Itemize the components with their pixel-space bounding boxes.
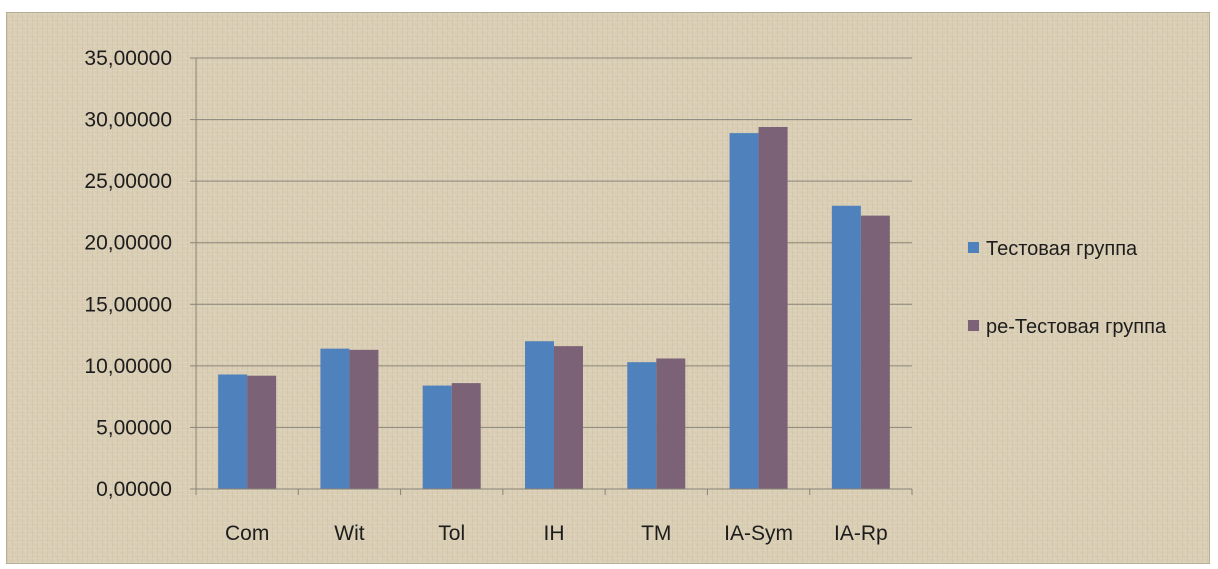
bar-IA-Sym-series-2	[758, 126, 788, 490]
bars	[218, 126, 890, 490]
legend-label: Тестовая группа	[986, 238, 1138, 260]
x-tick-label: IA-Sym	[724, 522, 793, 545]
axes	[190, 57, 913, 495]
tick-labels: 0,00000 5,00000 10,00000 15,00000 20,00000 25…	[84, 47, 887, 545]
y-tick-label: 25,00000	[84, 170, 172, 193]
gridlines	[196, 57, 912, 428]
bar-Wit-series-1	[320, 348, 350, 489]
bar-IA-Rp-series-1	[831, 205, 861, 489]
legend-swatch	[968, 320, 979, 331]
bar-Tol-series-2	[451, 383, 481, 489]
y-tick-label: 10,00000	[84, 355, 172, 378]
y-tick-label: 5,00000	[96, 416, 172, 439]
bar-TM-series-1	[627, 362, 657, 489]
x-tick-label: TM	[641, 522, 671, 545]
y-tick-label: 0,00000	[96, 478, 172, 501]
bar-Tol-series-1	[422, 385, 452, 489]
x-tick-label: IA-Rp	[834, 522, 888, 545]
y-tick-label: 30,00000	[84, 109, 172, 132]
bar-Com-series-2	[247, 375, 277, 489]
y-tick-label: 35,00000	[84, 47, 172, 70]
y-tick-label: 20,00000	[84, 232, 172, 255]
bar-Com-series-1	[218, 374, 248, 489]
x-tick-label: Tol	[438, 522, 465, 545]
legend: Тестовая группа ре-Тестовая группа	[968, 238, 1167, 338]
bar-IA-Rp-series-2	[860, 215, 890, 489]
bar-TM-series-2	[656, 358, 686, 489]
legend-label: ре-Тестовая группа	[986, 316, 1167, 338]
bar-Wit-series-2	[349, 349, 379, 489]
bar-IH-series-1	[525, 341, 554, 489]
x-tick-label: Wit	[334, 522, 364, 545]
bar-IA-Sym-series-1	[729, 133, 759, 490]
chart-area	[6, 12, 1210, 564]
y-tick-label: 15,00000	[84, 293, 172, 316]
x-tick-label: Com	[225, 522, 269, 545]
x-tick-label: IH	[544, 522, 565, 545]
bar-IH-series-2	[554, 346, 583, 489]
legend-swatch	[968, 242, 979, 253]
